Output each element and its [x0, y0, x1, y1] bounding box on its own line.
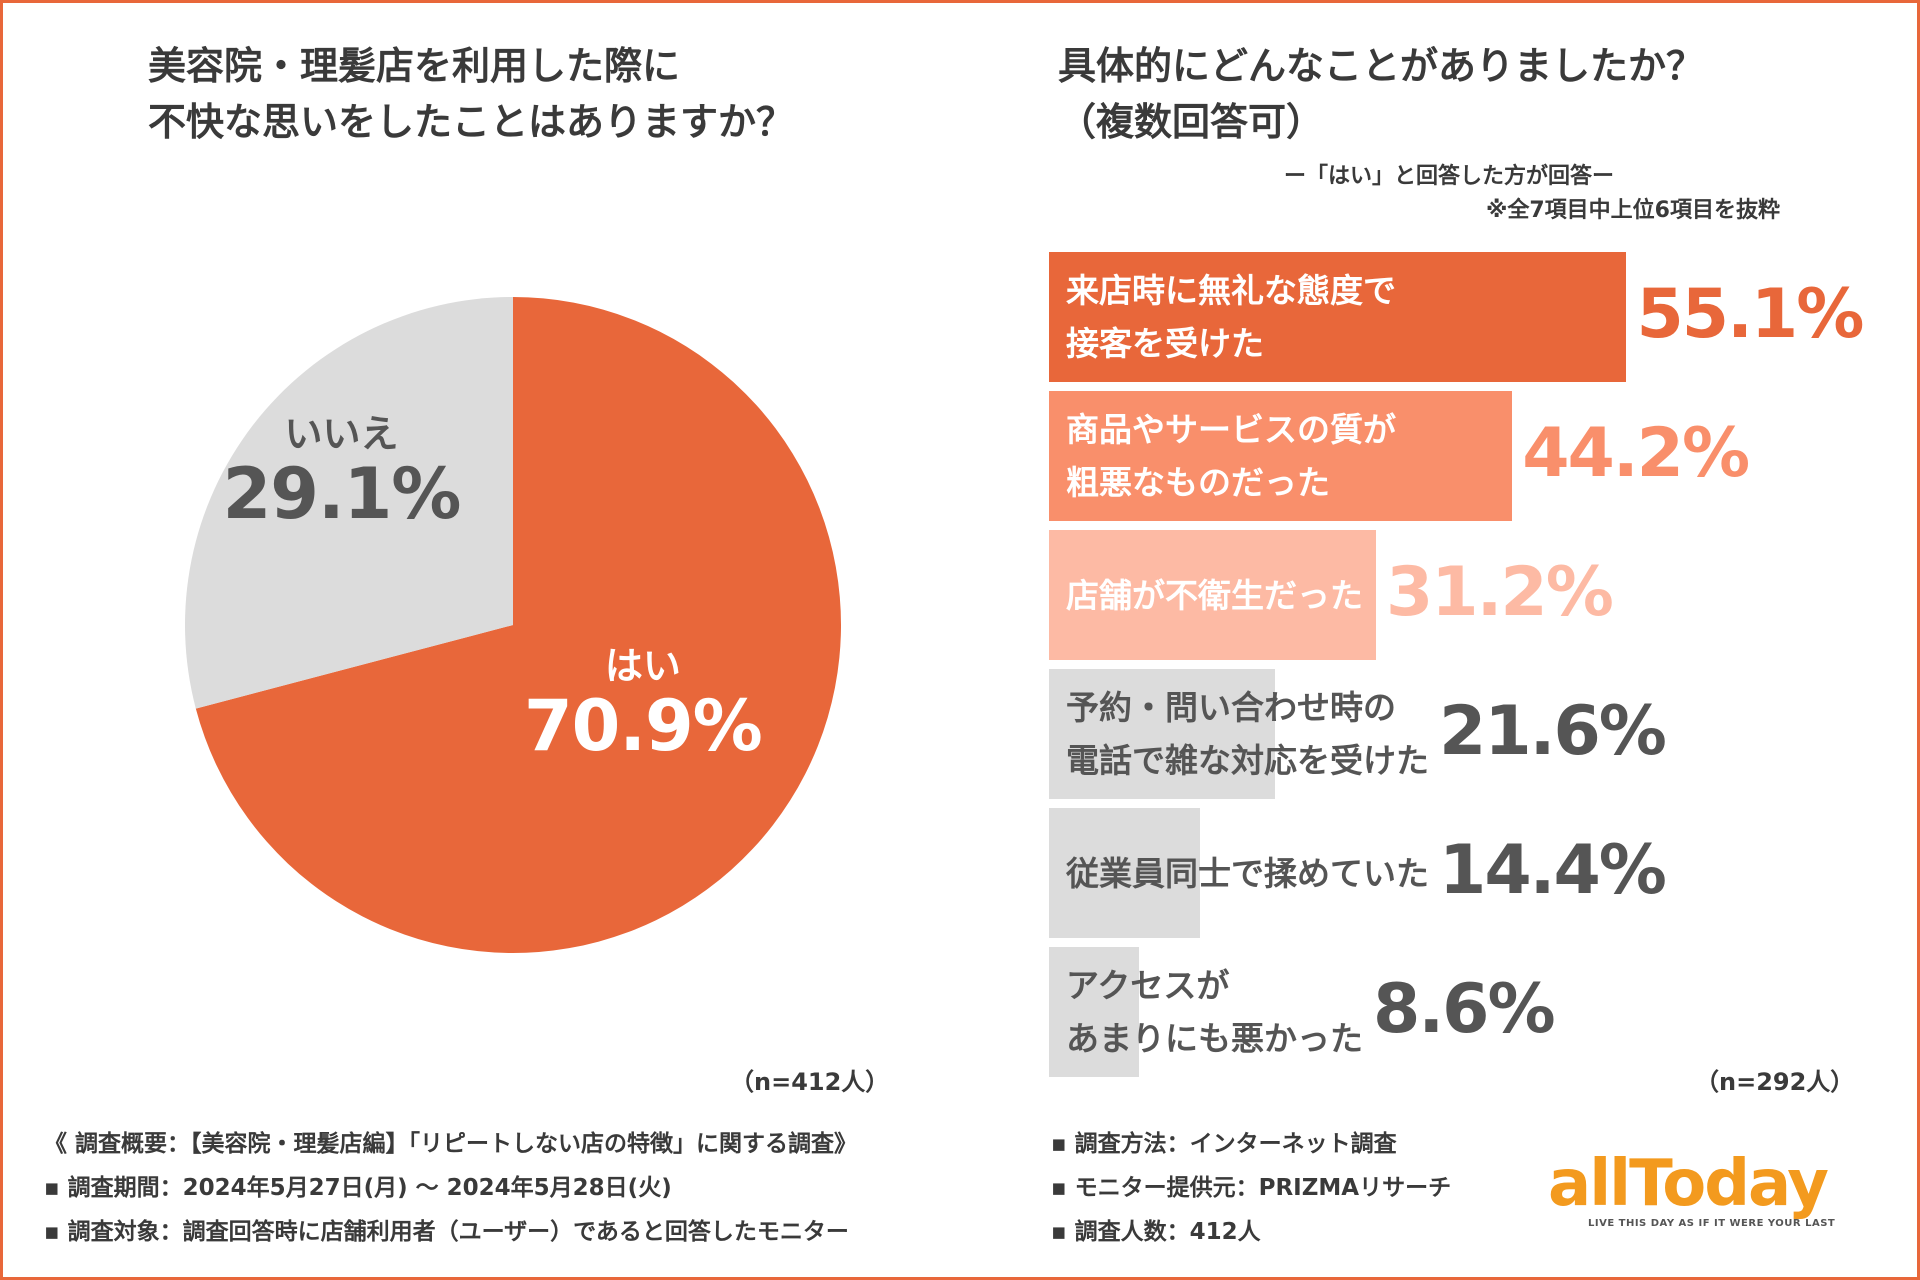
survey-target: ▪ 調査対象：調査回答時に店舗利用者（ユーザー）であると回答したモニター: [44, 1219, 849, 1245]
bar-chart-title: 具体的にどんなことがありましたか？ （複数回答可）: [1058, 38, 1704, 150]
pie-title-line2: 不快な思いをしたことはありますか？: [148, 100, 795, 144]
bar-4: [1049, 669, 1276, 799]
bar-title-line2: （複数回答可）: [1058, 100, 1325, 144]
bar-label-3: 店舗が不衛生だった: [1066, 569, 1363, 622]
bar-5: [1049, 808, 1200, 938]
survey-period: ▪ 調査期間：2024年5月27日(月) 〜 2024年5月28日(火): [44, 1175, 672, 1201]
survey-overview-title: 《 調査概要：【美容院・理髪店編】「リピートしない店の特徴」に関する調査》: [44, 1131, 858, 1157]
survey-overview: 《 調査概要：【美容院・理髪店編】「リピートしない店の特徴」に関する調査》 ▪ …: [44, 1122, 857, 1254]
bar-label-line: 従業員同士で揉めていた: [1066, 853, 1429, 893]
pie-value-no: 29.1%: [222, 452, 462, 535]
pie-label-yes: はい: [604, 644, 681, 689]
bar-label-4: 予約・問い合わせ時の 電話で雑な対応を受けた: [1066, 681, 1429, 787]
survey-details: ▪ 調査方法：インターネット調査 ▪ モニター提供元：PRIZMAリサーチ ▪ …: [1051, 1122, 1451, 1254]
bar-subnote-respondents: ー「はい」と回答した方が回答ー: [1283, 164, 1614, 189]
bar-1: [1049, 252, 1627, 382]
bar-label-line: 商品やサービスの質が: [1066, 410, 1396, 449]
bar-chart: 来店時に無礼な態度で 接客を受けた 55.1% 商品やサービスの質が 粗悪なものだった 4…: [1049, 252, 1864, 1082]
bar-title-line1: 具体的にどんなことがありましたか？: [1058, 44, 1705, 88]
bar-value-1: 55.1%: [1636, 275, 1864, 354]
pie-slice-yes: [195, 297, 842, 953]
bar-label-line: 接客を受けた: [1066, 324, 1264, 363]
bar-value-4: 21.6%: [1439, 692, 1667, 771]
bar-value-6: 8.6%: [1373, 970, 1556, 1049]
survey-method: ▪ 調査方法：インターネット調査: [1051, 1131, 1397, 1157]
bar-label-line: 店舗が不衛生だった: [1066, 575, 1363, 615]
bar-label-line: 来店時に無礼な態度で: [1066, 271, 1396, 310]
bar-2: [1049, 391, 1513, 521]
bar-value-5: 14.4%: [1439, 831, 1667, 910]
bar-label-5: 従業員同士で揉めていた: [1066, 847, 1429, 900]
alltoday-logo: allToday LIVE THIS DAY AS IF IT WERE YOU…: [1548, 1152, 1878, 1232]
survey-provider: ▪ モニター提供元：PRIZMAリサーチ: [1051, 1175, 1452, 1201]
pie-slice-no: [184, 297, 513, 709]
bar-value-3: 31.2%: [1385, 553, 1614, 632]
bar-label-line: アクセスが: [1066, 966, 1230, 1005]
bar-label-line: あまりにも悪かった: [1066, 1019, 1363, 1058]
bar-subnote-excerpt: ※全7項目中上位6項目を抜粋: [1485, 198, 1780, 223]
logo-tagline: LIVE THIS DAY AS IF IT WERE YOUR LAST: [1588, 1218, 1836, 1229]
pie-label-no: いいえ: [284, 411, 399, 456]
bar-value-2: 44.2%: [1522, 414, 1750, 493]
bar-label-line: 予約・問い合わせ時の: [1066, 688, 1396, 727]
bar-label-2: 商品やサービスの質が 粗悪なものだった: [1066, 403, 1396, 509]
pie-sample-size: （n=412人）: [730, 1068, 890, 1096]
bar-3: [1049, 530, 1376, 660]
bar-sample-size: （n=292人）: [1695, 1068, 1855, 1096]
pie-chart-title: 美容院・理髪店を利用した際に 不快な思いをしたことはありますか？: [148, 38, 794, 150]
bar-label-1: 来店時に無礼な態度で 接客を受けた: [1066, 264, 1396, 370]
logo-wordmark: allToday: [1548, 1147, 1829, 1221]
pie-title-line1: 美容院・理髪店を利用した際に: [148, 44, 681, 88]
bar-label-line: 粗悪なものだった: [1066, 463, 1330, 502]
pie-value-yes: 70.9%: [523, 685, 763, 768]
bar-label-6: アクセスがあまりにも悪かった: [1066, 959, 1363, 1065]
pie-chart: [184, 297, 842, 953]
bar-label-line: 電話で雑な対応を受けた: [1066, 741, 1429, 780]
bar-6: [1049, 947, 1140, 1077]
survey-count: ▪ 調査人数：412人: [1051, 1219, 1261, 1245]
